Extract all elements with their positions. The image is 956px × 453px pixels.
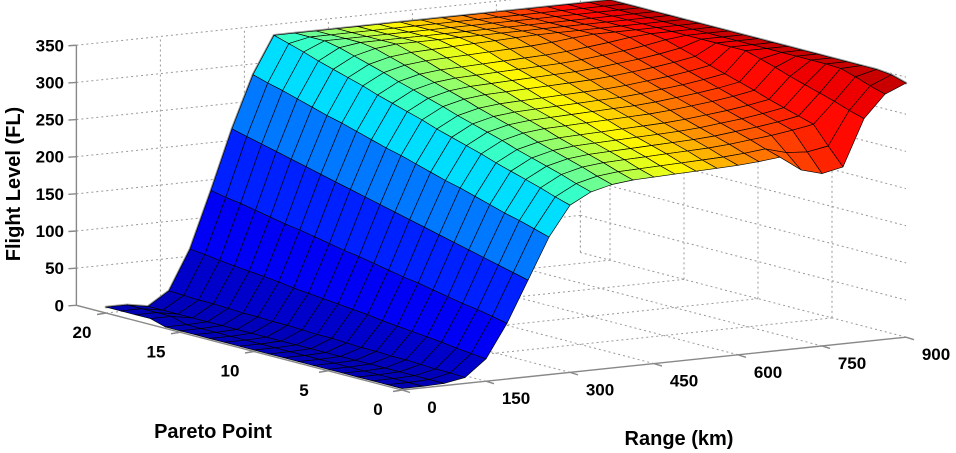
pareto-tick-label: 15 <box>147 342 166 361</box>
z-tick-label: 300 <box>36 73 64 92</box>
z-tick <box>68 267 77 270</box>
pareto-tick-label: 5 <box>299 381 308 400</box>
z-tick-label: 0 <box>55 296 64 315</box>
range-tick <box>653 362 663 367</box>
gridline-range-floor <box>580 251 907 338</box>
range-tick-label: 150 <box>502 389 530 408</box>
z-tick-label: 250 <box>36 111 64 130</box>
surface-mesh <box>105 0 907 389</box>
range-tick-label: 0 <box>427 398 436 417</box>
z-axis-label: Flight Level (FL) <box>3 107 25 261</box>
gridline-z-rightwall <box>580 177 907 264</box>
z-tick-label: 150 <box>36 185 64 204</box>
z-tick <box>68 156 77 158</box>
z-tick <box>68 118 77 121</box>
z-tick <box>68 193 77 196</box>
range-tick-label: 450 <box>670 372 698 391</box>
pareto-tick <box>392 389 403 393</box>
range-axis-label: Range (km) <box>625 428 734 450</box>
pareto-tick-label: 0 <box>373 400 382 419</box>
pareto-tick-label: 20 <box>73 323 92 342</box>
range-tick-label: 600 <box>754 363 782 382</box>
pareto-tick <box>96 312 107 316</box>
range-tick <box>821 345 831 350</box>
z-tick-label: 50 <box>45 259 64 278</box>
z-tick <box>68 304 77 307</box>
z-tick-label: 100 <box>36 222 64 241</box>
pareto-axis-label: Pareto Point <box>154 421 272 443</box>
range-tick <box>569 371 579 376</box>
z-tick <box>68 230 77 233</box>
range-tick <box>737 354 747 358</box>
z-tick-label: 350 <box>36 36 64 55</box>
axis-layer <box>68 44 915 394</box>
range-tick <box>905 336 915 341</box>
z-tick <box>68 44 77 47</box>
gridline-range-floor <box>496 260 823 347</box>
pareto-tick <box>170 331 181 335</box>
z-tick <box>68 81 77 84</box>
range-tick-label: 750 <box>838 354 866 373</box>
pareto-tick <box>318 370 329 373</box>
pareto-tick <box>244 350 255 354</box>
z-tick-label: 200 <box>36 148 64 167</box>
pareto-axis <box>76 304 403 391</box>
range-tick <box>485 380 495 385</box>
gridline-z-rightwall <box>580 214 907 301</box>
range-tick-label: 900 <box>922 345 950 364</box>
range-tick <box>401 389 411 394</box>
pareto-tick-label: 10 <box>221 362 240 381</box>
range-tick-label: 300 <box>586 380 614 399</box>
